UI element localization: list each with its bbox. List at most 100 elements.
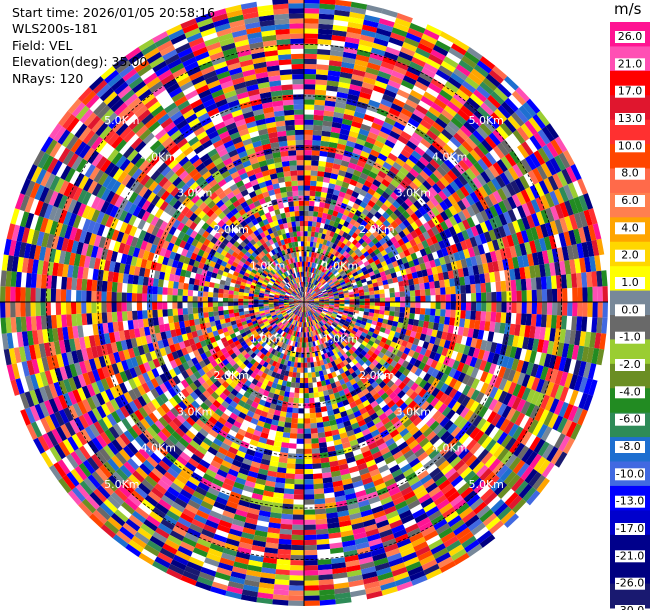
gate-cell bbox=[359, 34, 375, 43]
gate-cell bbox=[466, 227, 475, 239]
gate-cell bbox=[223, 309, 229, 315]
gate-cell bbox=[596, 317, 603, 334]
gate-cell bbox=[579, 257, 587, 273]
gate-cell bbox=[562, 150, 575, 167]
gate-cell bbox=[328, 295, 334, 298]
gate-cell bbox=[400, 302, 406, 308]
gate-cell bbox=[346, 140, 356, 148]
gate-cell bbox=[378, 341, 386, 348]
gate-cell bbox=[558, 186, 569, 203]
gate-cell bbox=[494, 343, 503, 355]
gate-cell bbox=[470, 310, 476, 320]
gate-cell bbox=[357, 260, 364, 267]
gate-cell bbox=[311, 291, 316, 296]
gate-cell bbox=[467, 72, 483, 86]
gate-cell bbox=[316, 269, 321, 275]
gate-cell bbox=[498, 200, 508, 214]
gate-cell bbox=[343, 193, 352, 201]
gate-cell bbox=[405, 341, 413, 350]
gate-cell bbox=[304, 215, 309, 221]
gate-cell bbox=[554, 155, 566, 171]
gate-cell bbox=[583, 193, 594, 210]
gate-cell bbox=[338, 322, 344, 327]
gate-cell bbox=[317, 270, 322, 276]
gate-cell bbox=[340, 202, 348, 210]
gate-cell bbox=[416, 242, 425, 251]
gate-cell bbox=[523, 417, 535, 432]
gate-cell bbox=[532, 167, 544, 183]
gate-cell bbox=[382, 121, 394, 131]
gate-cell bbox=[524, 349, 532, 363]
gate-cell bbox=[292, 372, 297, 378]
gate-cell bbox=[489, 205, 499, 218]
gate-cell bbox=[475, 254, 483, 266]
gate-cell bbox=[501, 355, 510, 368]
gate-cell bbox=[438, 338, 446, 348]
gate-cell bbox=[515, 313, 522, 325]
gate-cell bbox=[322, 292, 329, 296]
gate-cell bbox=[431, 387, 440, 398]
gate-cell bbox=[504, 437, 517, 451]
gate-cell bbox=[602, 302, 608, 318]
gate-cell bbox=[306, 282, 309, 288]
gate-cell bbox=[388, 204, 398, 213]
gate-cell bbox=[466, 376, 476, 388]
gate-cell bbox=[491, 291, 497, 302]
gate-cell bbox=[572, 302, 578, 317]
gate-cell bbox=[331, 226, 337, 233]
gate-cell bbox=[332, 309, 339, 313]
gate-cell bbox=[429, 281, 435, 289]
gate-cell bbox=[353, 221, 361, 229]
gate-cell bbox=[314, 287, 320, 292]
gate-cell bbox=[596, 348, 605, 366]
gate-cell bbox=[397, 275, 404, 282]
gate-cell bbox=[438, 256, 446, 266]
gate-cell bbox=[386, 364, 395, 373]
gate-cell bbox=[304, 297, 307, 302]
gate-cell bbox=[315, 242, 320, 249]
gate-cell bbox=[318, 18, 334, 25]
gate-cell bbox=[499, 172, 511, 186]
gate-cell bbox=[313, 392, 320, 398]
gate-cell bbox=[318, 296, 324, 299]
gate-cell bbox=[494, 249, 503, 261]
gate-cell bbox=[296, 367, 301, 373]
gate-cell bbox=[567, 182, 579, 199]
gate-cell bbox=[378, 183, 388, 192]
gate-cell bbox=[536, 165, 548, 181]
gate-cell bbox=[516, 372, 526, 386]
gate-cell bbox=[536, 110, 550, 127]
gate-cell bbox=[354, 59, 369, 68]
gate-cell bbox=[414, 227, 423, 237]
gate-cell bbox=[492, 129, 505, 143]
gate-cell bbox=[539, 326, 546, 340]
gate-cell bbox=[480, 339, 488, 351]
gate-cell bbox=[349, 299, 355, 302]
gate-cell bbox=[342, 155, 351, 163]
gate-cell bbox=[304, 474, 314, 480]
gate-cell bbox=[314, 94, 326, 101]
gate-cell bbox=[485, 341, 493, 352]
gate-cell bbox=[318, 265, 323, 271]
gate-cell bbox=[543, 177, 554, 193]
gate-cell bbox=[403, 334, 410, 342]
gate-cell bbox=[377, 281, 384, 287]
gate-cell bbox=[412, 164, 423, 174]
gate-cell bbox=[349, 125, 361, 134]
gate-cell bbox=[353, 335, 360, 341]
gate-cell bbox=[334, 245, 340, 251]
gate-cell bbox=[378, 238, 386, 246]
gate-cell bbox=[591, 239, 600, 256]
gate-cell bbox=[445, 309, 451, 318]
gate-cell bbox=[299, 377, 304, 384]
gate-cell bbox=[307, 236, 311, 242]
gate-cell bbox=[436, 151, 448, 163]
gate-cell bbox=[453, 342, 461, 353]
gate-cell bbox=[304, 529, 317, 536]
gate-cell bbox=[304, 84, 316, 90]
gate-cell bbox=[586, 347, 595, 364]
gate-cell bbox=[434, 258, 441, 267]
gate-cell bbox=[588, 379, 598, 396]
gate-cell bbox=[319, 298, 325, 301]
gate-cell bbox=[498, 213, 508, 226]
